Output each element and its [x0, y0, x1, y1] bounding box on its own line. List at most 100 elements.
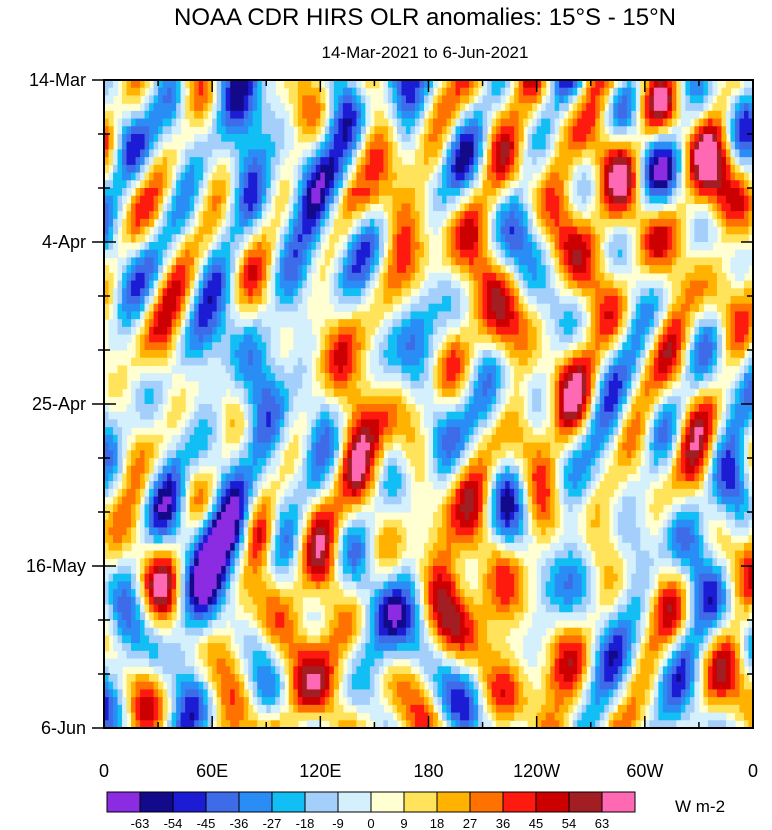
- heatmap-cell: [234, 103, 240, 112]
- heatmap-cell: [189, 373, 195, 382]
- heatmap-cell: [707, 234, 714, 243]
- heatmap-cell: [126, 303, 132, 313]
- heatmap-cell: [378, 180, 385, 189]
- heatmap-cell: [482, 288, 488, 297]
- heatmap-cell: [572, 80, 578, 89]
- heatmap-cell: [189, 319, 195, 328]
- heatmap-cell: [338, 180, 344, 189]
- heatmap-cell: [514, 288, 520, 297]
- heatmap-cell: [248, 164, 254, 174]
- heatmap-cell: [599, 211, 605, 220]
- heatmap-cell: [288, 95, 294, 104]
- heatmap-cell: [613, 211, 619, 220]
- heatmap-cell: [667, 234, 673, 243]
- heatmap-cell: [712, 180, 718, 189]
- heatmap-cell: [451, 118, 457, 127]
- heatmap-cell: [455, 342, 461, 351]
- heatmap-cell: [167, 164, 173, 174]
- heatmap-cell: [383, 149, 389, 158]
- heatmap-cell: [496, 95, 502, 104]
- heatmap-cell: [320, 365, 326, 374]
- heatmap-cell: [248, 280, 254, 289]
- heatmap-cell: [532, 80, 538, 89]
- heatmap-cell: [635, 357, 641, 367]
- heatmap-cell: [451, 334, 457, 343]
- heatmap-cell: [622, 303, 628, 313]
- heatmap-cell: [369, 365, 376, 374]
- heatmap-cell: [536, 342, 542, 351]
- heatmap-cell: [243, 126, 249, 135]
- heatmap-cell: [550, 288, 556, 297]
- heatmap-cell: [626, 249, 632, 259]
- heatmap-cell: [365, 380, 371, 390]
- heatmap-cell: [527, 280, 533, 289]
- heatmap-cell: [176, 203, 182, 212]
- heatmap-cell: [635, 288, 641, 297]
- heatmap-cell: [514, 110, 520, 120]
- heatmap-cell: [559, 211, 565, 220]
- heatmap-cell: [550, 319, 556, 328]
- heatmap-cell: [131, 172, 137, 181]
- heatmap-cell: [198, 357, 204, 367]
- heatmap-cell: [622, 118, 628, 127]
- heatmap-cell: [171, 296, 177, 305]
- heatmap-cell: [568, 164, 574, 174]
- heatmap-cell: [378, 303, 385, 313]
- heatmap-cell: [203, 103, 209, 112]
- heatmap-cell: [428, 188, 434, 197]
- heatmap-cell: [487, 326, 493, 336]
- heatmap-cell: [306, 134, 312, 143]
- heatmap-cell: [626, 172, 632, 181]
- heatmap-cell: [248, 95, 254, 104]
- heatmap-cell: [414, 164, 421, 174]
- heatmap-cell: [104, 141, 110, 151]
- heatmap-cell: [649, 319, 655, 328]
- heatmap-cell: [541, 149, 547, 158]
- heatmap-cell: [131, 296, 137, 305]
- heatmap-cell: [613, 141, 619, 151]
- heatmap-cell: [604, 164, 610, 174]
- heatmap-cell: [270, 149, 276, 158]
- heatmap-cell: [126, 126, 132, 135]
- heatmap-cell: [423, 242, 430, 251]
- heatmap-cell: [135, 218, 141, 228]
- heatmap-cell: [698, 172, 705, 181]
- heatmap-cell: [698, 350, 705, 359]
- heatmap-cell: [221, 334, 227, 343]
- heatmap-cell: [104, 195, 110, 205]
- heatmap-cell: [428, 311, 434, 320]
- heatmap-cell: [365, 110, 371, 120]
- heatmap-cell: [297, 265, 303, 274]
- heatmap-cell: [716, 126, 723, 135]
- heatmap-cell: [306, 257, 312, 266]
- heatmap-cell: [270, 319, 276, 328]
- heatmap-cell: [541, 203, 547, 212]
- heatmap-cell: [383, 272, 389, 282]
- heatmap-cell: [140, 157, 146, 166]
- heatmap-cell: [342, 326, 348, 336]
- heatmap-cell: [342, 218, 348, 228]
- heatmap-cell: [523, 118, 529, 127]
- heatmap-cell: [212, 365, 218, 374]
- heatmap-cell: [396, 365, 403, 374]
- heatmap-cell: [676, 311, 682, 320]
- heatmap-cell: [626, 118, 632, 127]
- heatmap-cell: [185, 311, 191, 320]
- heatmap-cell: [365, 242, 371, 251]
- heatmap-cell: [626, 126, 632, 135]
- heatmap-cell: [428, 334, 434, 343]
- heatmap-cell: [473, 103, 479, 112]
- heatmap-cell: [599, 126, 605, 135]
- heatmap-cell: [590, 126, 596, 135]
- heatmap-cell: [460, 103, 466, 112]
- heatmap-cell: [297, 380, 303, 390]
- heatmap-cell: [266, 342, 272, 351]
- heatmap-cell: [414, 303, 421, 313]
- heatmap-cell: [581, 172, 587, 181]
- heatmap-cell: [279, 265, 285, 274]
- heatmap-cell: [446, 334, 452, 343]
- heatmap-cell: [649, 380, 655, 390]
- heatmap-cell: [347, 326, 353, 336]
- heatmap-cell: [180, 203, 186, 212]
- heatmap-cell: [554, 334, 560, 343]
